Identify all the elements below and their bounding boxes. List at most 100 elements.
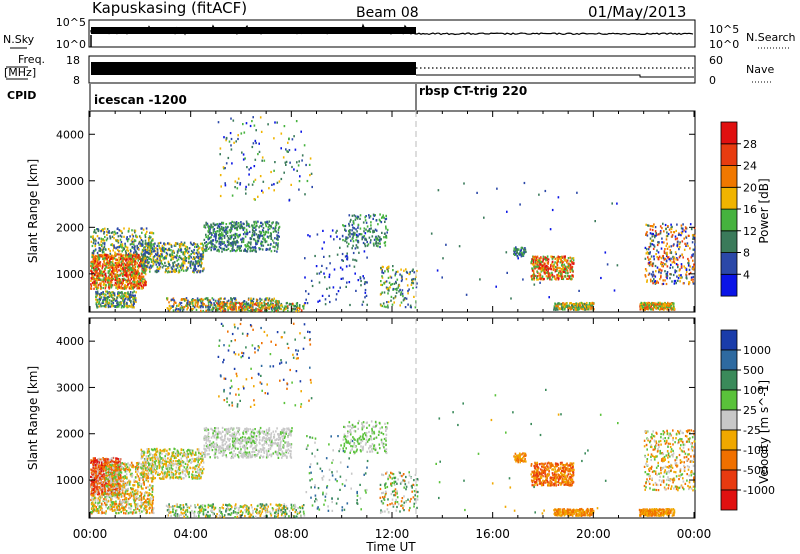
power-echo-cell [149, 241, 151, 244]
power-echo-cell [644, 302, 647, 305]
power-echo-cell [399, 293, 402, 296]
power-echo-cell [272, 245, 274, 248]
power-echo-cell [534, 256, 537, 259]
power-echo-cell [345, 229, 347, 232]
power-echo-cell [95, 272, 97, 275]
power-echo-cell [694, 243, 696, 246]
power-echo-cell [211, 243, 213, 246]
power-echo-cell [156, 244, 158, 248]
power-echo-cell [90, 287, 92, 290]
power-echo-cell [226, 226, 228, 230]
power-echo-cell [386, 304, 389, 307]
power-echo-cell [672, 273, 675, 277]
power-echo-cell [188, 300, 191, 304]
power-echo-cell [536, 275, 539, 278]
power-echo-cell [179, 309, 181, 312]
power-echo-cell [111, 262, 114, 265]
power-echo-cell [294, 305, 296, 308]
power-echo-cell [264, 232, 267, 235]
power-echo-cell [120, 280, 122, 283]
power-echo-cell [277, 245, 279, 248]
power-echo-cell [538, 259, 541, 262]
power-echo-cell [116, 240, 118, 243]
power-echo-cell [275, 242, 277, 245]
power-echo-cell [217, 304, 219, 308]
power-echo-cell [108, 277, 110, 280]
power-echo-cell [146, 264, 149, 267]
power-echo-cell [100, 287, 102, 290]
power-echo-cell [265, 223, 267, 226]
power-echo-cell [106, 260, 109, 263]
power-echo-cell [247, 304, 250, 307]
power-echo-cell [237, 225, 240, 228]
power-echo-cell [245, 245, 248, 248]
power-echo-cell [139, 278, 142, 281]
power-echo-cell [257, 235, 259, 238]
power-echo-cell [116, 232, 119, 235]
power-echo-cell [221, 222, 224, 225]
power-echo-cell [93, 251, 95, 254]
power-echo-cell [239, 233, 241, 236]
power-echo-cell [104, 294, 106, 297]
power-echo-cell [540, 257, 542, 260]
power-echo-cell [272, 303, 274, 306]
power-echo-cell [102, 256, 104, 259]
power-echo-cell [205, 223, 207, 226]
power-echo-cell [295, 302, 298, 305]
power-echo-cell [166, 253, 169, 256]
power-echo-cell [134, 274, 137, 278]
power-echo-cell [110, 243, 112, 246]
power-echo-cell [97, 261, 99, 264]
power-echo-cell [240, 306, 242, 309]
power-echo-cell [685, 268, 688, 271]
power-echo-cell [149, 254, 152, 258]
power-echo-cell [149, 250, 151, 253]
power-echo-cell [102, 305, 104, 308]
power-echo-cell [692, 275, 695, 278]
power-echo-cell [156, 253, 158, 256]
power-echo-cell [543, 269, 545, 272]
power-echo-cell [102, 263, 104, 266]
power-echo-cell [516, 251, 518, 254]
power-echo-cell [128, 263, 130, 267]
power-echo-cell [233, 221, 235, 224]
power-echo-cell [98, 297, 101, 301]
power-echo-cell [341, 259, 343, 262]
power-echo-cell [197, 262, 199, 265]
power-echo-cell [244, 235, 247, 238]
power-echo-cell [652, 270, 654, 273]
power-echo-cell [242, 303, 245, 306]
power-echo-cell [352, 244, 354, 247]
power-echo-cell [666, 256, 669, 259]
power-echo-cell [259, 247, 262, 250]
power-echo-cell [104, 257, 106, 260]
power-echo-cell [680, 263, 683, 266]
power-echo-cell [168, 248, 170, 252]
power-echo-cell [258, 248, 261, 251]
power-echo-cell [127, 266, 130, 269]
power-echo-cell [221, 231, 223, 234]
power-echo-cell [302, 305, 305, 308]
power-echo-cell [225, 162, 228, 165]
power-echo-cell [94, 285, 97, 288]
power-echo-cell [91, 282, 94, 285]
power-echo-cell [227, 225, 229, 229]
power-echo-cell [227, 309, 229, 312]
power-echo-cell [566, 265, 569, 268]
power-echo-cell [168, 309, 171, 312]
power-echo-cell [200, 304, 203, 307]
power-echo-cell [360, 233, 363, 236]
power-echo-cell [678, 243, 681, 246]
power-echo-cell [120, 281, 122, 284]
power-echo-cell [549, 278, 551, 281]
power-echo-cell [591, 301, 594, 304]
power-echo-cell [123, 267, 126, 270]
power-echo-cell [261, 156, 264, 159]
power-echo-cell [670, 263, 672, 266]
power-echo-cell [194, 299, 196, 302]
power-echo-cell [309, 157, 312, 160]
power-echo-cell [216, 223, 219, 226]
power-echo-cell [662, 262, 664, 265]
power-echo-cell [118, 284, 120, 287]
power-echo-cell [653, 234, 656, 237]
